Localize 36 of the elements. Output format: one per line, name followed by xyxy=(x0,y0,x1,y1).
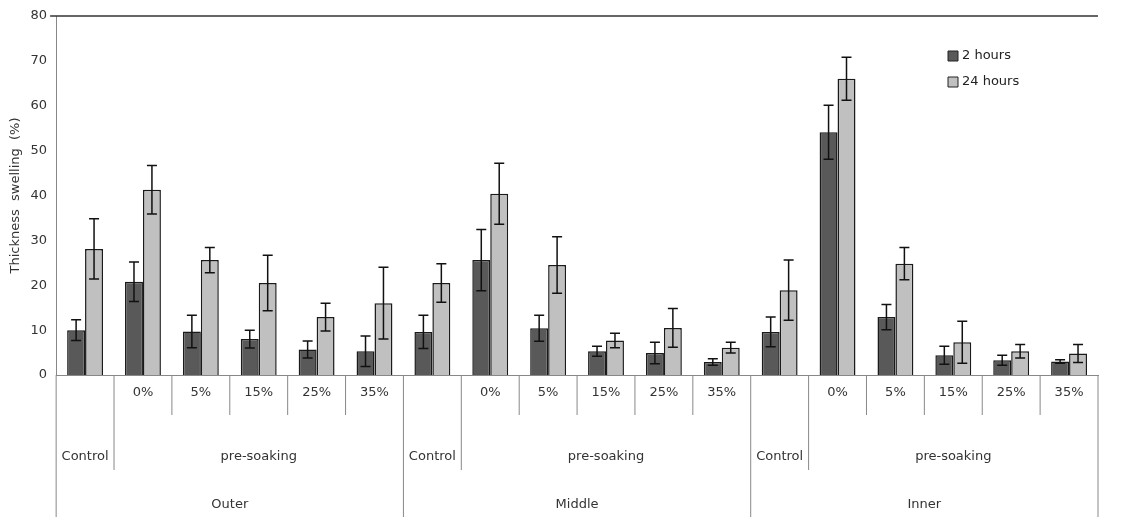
x-tick-label: 25% xyxy=(649,384,679,400)
text: Inner xyxy=(907,496,942,512)
x-tick-label: 35% xyxy=(360,384,389,400)
text: Control xyxy=(408,448,456,464)
y-tick-label: 20 xyxy=(30,276,48,292)
y-tick-label: 30 xyxy=(30,231,48,247)
legend-label: 2 hours xyxy=(962,47,1012,63)
y-tick-label: 50 xyxy=(30,142,48,157)
x-tick-label: 35% xyxy=(707,384,737,400)
text: pre-soaking xyxy=(915,448,992,464)
x-tick-label: 25% xyxy=(996,384,1026,400)
y-axis-title: Thickness swelling (%) xyxy=(7,117,23,275)
text: Control xyxy=(61,448,109,464)
x-tick-label: 15% xyxy=(938,384,968,400)
text: Middle xyxy=(555,496,599,512)
x-tick-label: 0% xyxy=(479,384,501,400)
x-tick-label: 5% xyxy=(885,384,906,400)
x-tick-label: 0% xyxy=(827,384,848,400)
x-tick-label: 15% xyxy=(591,384,621,400)
x-tick-label: 0% xyxy=(132,384,154,400)
legend-label: 24 hours xyxy=(962,73,1020,89)
y-tick-label: 70 xyxy=(30,52,48,68)
x-tick-label: 5% xyxy=(537,384,559,400)
x-tick-label: 35% xyxy=(1054,384,1084,400)
x-tick-label: 15% xyxy=(244,384,274,400)
x-tick-label: 25% xyxy=(302,384,332,400)
text: pre-soaking xyxy=(567,448,645,464)
y-tick-label: 40 xyxy=(30,186,48,202)
text: Control xyxy=(756,448,804,464)
text: Outer xyxy=(211,496,249,512)
y-tick-label: 10 xyxy=(30,321,48,337)
text: pre-soaking xyxy=(220,448,297,464)
x-tick-label: 5% xyxy=(190,384,212,400)
y-tick-label: 0 xyxy=(38,366,48,382)
y-tick-label: 80 xyxy=(30,7,48,23)
y-tick-label: 60 xyxy=(30,97,48,113)
